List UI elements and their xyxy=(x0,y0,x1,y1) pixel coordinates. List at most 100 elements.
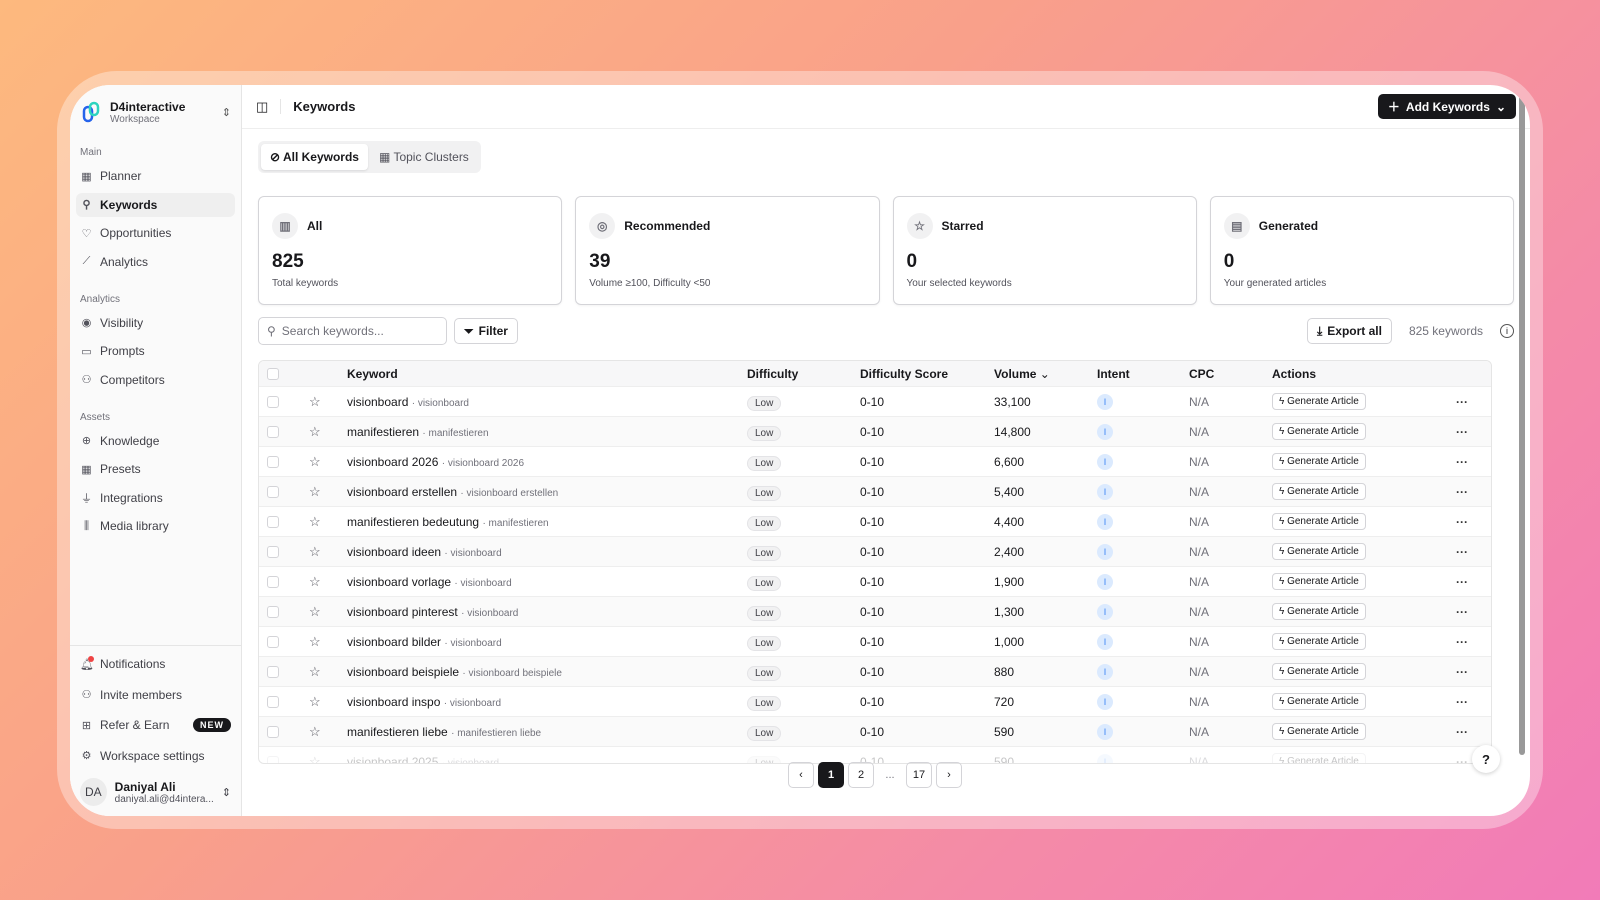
more-actions-icon[interactable]: ··· xyxy=(1456,514,1468,529)
more-actions-icon[interactable]: ··· xyxy=(1456,424,1468,439)
more-actions-icon[interactable]: ··· xyxy=(1456,604,1468,619)
sidebar-item-refer[interactable]: ⊞ Refer & Earn NEW xyxy=(76,713,235,737)
header-difficulty[interactable]: Difficulty xyxy=(747,366,799,381)
more-actions-icon[interactable]: ··· xyxy=(1456,754,1468,764)
sidebar-item-prompts[interactable]: ▭ Prompts xyxy=(76,339,235,363)
row-checkbox[interactable] xyxy=(267,665,279,678)
sidebar-item-workspace-settings[interactable]: ⚙ Workspace settings xyxy=(76,744,235,768)
keyword[interactable]: visionboard 2026 xyxy=(347,454,439,469)
add-keywords-button[interactable]: ＋ Add Keywords ⌄ xyxy=(1377,94,1516,119)
keyword[interactable]: visionboard erstellen xyxy=(347,484,458,499)
sidebar-toggle-icon[interactable]: ◫ xyxy=(256,98,269,114)
keyword[interactable]: visionboard beispiele xyxy=(347,664,460,679)
star-icon[interactable]: ☆ xyxy=(309,573,321,589)
star-icon[interactable]: ☆ xyxy=(309,753,321,764)
row-checkbox[interactable] xyxy=(267,575,279,588)
more-actions-icon[interactable]: ··· xyxy=(1456,664,1468,679)
generate-article-button[interactable]: ϟ Generate Article xyxy=(1272,633,1366,650)
next-page-button[interactable]: › xyxy=(936,762,962,788)
generate-article-button[interactable]: ϟ Generate Article xyxy=(1272,513,1366,530)
card-recommended[interactable]: ◎ Recommended 39 Volume ≥100, Difficulty <5… xyxy=(575,196,880,305)
generate-article-button[interactable]: ϟ Generate Article xyxy=(1272,573,1366,590)
generate-article-button[interactable]: ϟ Generate Article xyxy=(1272,663,1366,680)
star-icon[interactable]: ☆ xyxy=(309,453,321,469)
tab-all-keywords[interactable]: ⊘ All Keywords xyxy=(261,144,368,170)
more-actions-icon[interactable]: ··· xyxy=(1456,634,1468,649)
generate-article-button[interactable]: ϟ Generate Article xyxy=(1272,723,1366,740)
sidebar-item-presets[interactable]: ▦ Presets xyxy=(76,457,235,481)
star-icon[interactable]: ☆ xyxy=(309,423,321,439)
info-icon[interactable]: i xyxy=(1500,324,1514,338)
sidebar-item-media-library[interactable]: ⫼ Media library xyxy=(76,514,235,538)
generate-article-button[interactable]: ϟ Generate Article xyxy=(1272,483,1366,500)
page-2[interactable]: 2 xyxy=(848,762,874,788)
more-actions-icon[interactable]: ··· xyxy=(1456,544,1468,559)
sidebar-item-knowledge[interactable]: ⊕ Knowledge xyxy=(76,429,235,453)
more-actions-icon[interactable]: ··· xyxy=(1456,484,1468,499)
row-checkbox[interactable] xyxy=(267,725,279,738)
keyword[interactable]: manifestieren xyxy=(347,424,420,439)
sidebar-item-notifications[interactable]: 🔔︎ Notifications xyxy=(76,652,235,676)
row-checkbox[interactable] xyxy=(267,455,279,468)
more-actions-icon[interactable]: ··· xyxy=(1456,724,1468,739)
sidebar-item-opportunities[interactable]: ♡ Opportunities xyxy=(76,221,235,245)
keyword[interactable]: visionboard vorlage xyxy=(347,574,452,589)
card-starred[interactable]: ☆ Starred 0 Your selected keywords xyxy=(892,196,1197,305)
row-checkbox[interactable] xyxy=(267,545,279,558)
sidebar-item-integrations[interactable]: ⏚ Integrations xyxy=(76,486,235,510)
row-checkbox[interactable] xyxy=(267,695,279,708)
search-input[interactable]: ⚲ Search keywords... xyxy=(258,317,447,345)
row-checkbox[interactable] xyxy=(267,605,279,618)
star-icon[interactable]: ☆ xyxy=(309,693,321,709)
keyword[interactable]: manifestieren bedeutung xyxy=(347,514,480,529)
workspace-switcher[interactable]: D4interactive Workspace ⇕ xyxy=(70,85,241,127)
header-volume[interactable]: Volume ⌄ xyxy=(994,367,1097,381)
user-menu[interactable]: DA Daniyal Ali daniyal.ali@d4intera... ⇕ xyxy=(70,774,241,810)
sidebar-item-analytics[interactable]: ⟋ Analytics xyxy=(76,250,235,274)
more-actions-icon[interactable]: ··· xyxy=(1456,454,1468,469)
star-icon[interactable]: ☆ xyxy=(309,663,321,679)
header-keyword[interactable]: Keyword xyxy=(347,366,398,381)
keyword[interactable]: visionboard xyxy=(347,394,409,409)
sidebar-item-invite[interactable]: ⚇ Invite members xyxy=(76,683,235,707)
generate-article-button[interactable]: ϟ Generate Article xyxy=(1272,423,1366,440)
row-checkbox[interactable] xyxy=(267,395,279,408)
keyword[interactable]: visionboard 2025 xyxy=(347,754,439,764)
sidebar-item-planner[interactable]: ▦ Planner xyxy=(76,164,235,188)
star-icon[interactable]: ☆ xyxy=(309,513,321,529)
generate-article-button[interactable]: ϟ Generate Article xyxy=(1272,453,1366,470)
help-button[interactable]: ? xyxy=(1472,745,1500,773)
star-icon[interactable]: ☆ xyxy=(309,483,321,499)
star-icon[interactable]: ☆ xyxy=(309,543,321,559)
page-1[interactable]: 1 xyxy=(818,762,844,788)
keyword[interactable]: visionboard inspo xyxy=(347,694,441,709)
header-cpc[interactable]: CPC xyxy=(1189,366,1215,381)
keyword[interactable]: visionboard pinterest xyxy=(347,604,458,619)
row-checkbox[interactable] xyxy=(267,755,279,763)
star-icon[interactable]: ☆ xyxy=(309,393,321,409)
keyword[interactable]: manifestieren liebe xyxy=(347,724,448,739)
select-all-checkbox[interactable] xyxy=(267,367,279,380)
generate-article-button[interactable]: ϟ Generate Article xyxy=(1272,753,1366,763)
page-scrollbar[interactable] xyxy=(1519,95,1525,755)
card-generated[interactable]: ▤ Generated 0 Your generated articles xyxy=(1209,196,1514,305)
star-icon[interactable]: ☆ xyxy=(309,603,321,619)
more-actions-icon[interactable]: ··· xyxy=(1456,394,1468,409)
prev-page-button[interactable]: ‹ xyxy=(788,762,814,788)
keyword[interactable]: visionboard bilder xyxy=(347,634,442,649)
export-all-button[interactable]: ⤓ Export all xyxy=(1306,318,1392,344)
generate-article-button[interactable]: ϟ Generate Article xyxy=(1272,393,1366,410)
row-checkbox[interactable] xyxy=(267,515,279,528)
sidebar-item-visibility[interactable]: ◉ Visibility xyxy=(76,311,235,335)
generate-article-button[interactable]: ϟ Generate Article xyxy=(1272,693,1366,710)
star-icon[interactable]: ☆ xyxy=(309,633,321,649)
more-actions-icon[interactable]: ··· xyxy=(1456,574,1468,589)
generate-article-button[interactable]: ϟ Generate Article xyxy=(1272,603,1366,620)
star-icon[interactable]: ☆ xyxy=(309,723,321,739)
header-difficulty-score[interactable]: Difficulty Score xyxy=(860,366,949,381)
filter-button[interactable]: ⏷ Filter xyxy=(454,318,518,344)
more-actions-icon[interactable]: ··· xyxy=(1456,694,1468,709)
row-checkbox[interactable] xyxy=(267,635,279,648)
sidebar-item-competitors[interactable]: ⚇ Competitors xyxy=(76,368,235,392)
keyword[interactable]: visionboard ideen xyxy=(347,544,442,559)
